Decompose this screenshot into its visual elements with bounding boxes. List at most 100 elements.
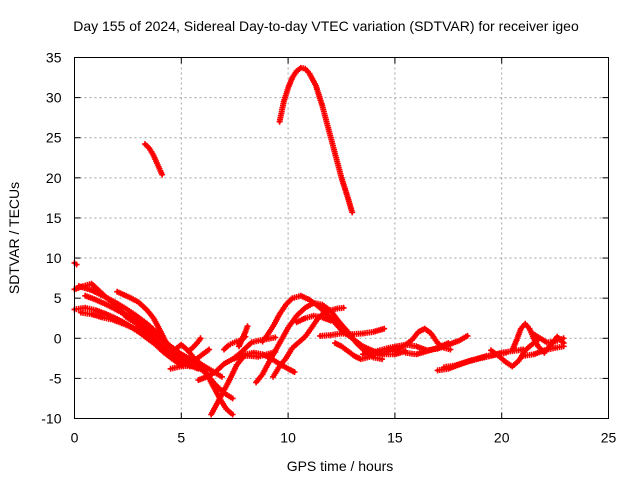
data-point bbox=[100, 315, 104, 319]
data-point bbox=[519, 327, 523, 331]
data-point bbox=[143, 331, 147, 336]
data-point bbox=[555, 335, 559, 339]
data-point bbox=[504, 351, 508, 355]
data-point bbox=[429, 331, 433, 336]
series-arc-22 bbox=[293, 312, 334, 326]
data-point bbox=[378, 348, 382, 352]
data-point bbox=[538, 336, 542, 340]
data-point bbox=[339, 331, 344, 336]
data-point bbox=[278, 364, 282, 368]
data-point bbox=[179, 360, 183, 364]
data-point bbox=[393, 352, 397, 356]
series-arc-27 bbox=[402, 340, 452, 358]
data-point bbox=[414, 344, 418, 348]
series-arc-11 bbox=[186, 335, 204, 354]
data-point bbox=[404, 351, 408, 355]
series-markers bbox=[142, 141, 166, 178]
series-arc-29 bbox=[441, 349, 509, 371]
series-arc-32 bbox=[520, 343, 567, 359]
data-point bbox=[295, 69, 299, 73]
data-point bbox=[151, 153, 156, 157]
data-point bbox=[213, 370, 218, 374]
data-point bbox=[295, 320, 299, 324]
data-point bbox=[365, 355, 369, 360]
data-point bbox=[179, 356, 183, 360]
series-markers bbox=[317, 325, 388, 339]
data-point bbox=[320, 315, 324, 319]
data-point bbox=[143, 142, 147, 146]
data-point bbox=[151, 316, 156, 320]
data-point bbox=[523, 322, 527, 326]
data-point bbox=[175, 346, 179, 350]
data-point bbox=[339, 344, 344, 348]
x-tick-label: 20 bbox=[494, 430, 510, 446]
data-point bbox=[90, 288, 94, 292]
data-point bbox=[115, 308, 119, 312]
data-point bbox=[102, 295, 106, 299]
data-point bbox=[83, 306, 87, 310]
data-point bbox=[284, 303, 288, 307]
data-point bbox=[562, 336, 566, 340]
data-point bbox=[231, 412, 235, 417]
data-point bbox=[352, 354, 356, 358]
data-point bbox=[423, 327, 427, 331]
y-axis-label: SDTVAR / TECUs bbox=[6, 182, 22, 294]
data-point bbox=[160, 173, 164, 177]
data-point bbox=[231, 396, 235, 400]
data-point bbox=[207, 347, 211, 352]
data-point bbox=[457, 339, 461, 343]
data-point bbox=[416, 330, 420, 334]
data-point bbox=[147, 146, 151, 150]
data-point bbox=[201, 352, 205, 356]
y-tick-label: 15 bbox=[46, 210, 62, 226]
data-point bbox=[303, 306, 307, 310]
data-point bbox=[530, 343, 534, 347]
data-point bbox=[318, 306, 322, 310]
data-point bbox=[198, 336, 203, 340]
data-point bbox=[425, 349, 429, 353]
data-point bbox=[532, 352, 536, 356]
data-point bbox=[295, 314, 299, 318]
data-point bbox=[196, 339, 200, 344]
y-tick-label: 10 bbox=[46, 250, 62, 266]
data-point bbox=[188, 364, 192, 368]
data-point bbox=[198, 362, 203, 366]
data-point bbox=[307, 71, 312, 76]
data-point bbox=[327, 128, 331, 132]
y-tick-label: -5 bbox=[49, 370, 62, 386]
data-point bbox=[147, 328, 151, 332]
y-tick-label: 25 bbox=[46, 130, 62, 146]
y-tick-label: 35 bbox=[46, 50, 62, 66]
data-point bbox=[286, 326, 290, 330]
data-point bbox=[312, 301, 316, 305]
data-point bbox=[312, 314, 316, 318]
data-point bbox=[510, 364, 514, 368]
data-point bbox=[237, 344, 241, 348]
data-point bbox=[329, 308, 333, 312]
data-point bbox=[77, 284, 81, 288]
data-point bbox=[354, 341, 359, 345]
data-point bbox=[243, 352, 247, 356]
series-arc-23 bbox=[317, 325, 388, 339]
x-tick-label: 0 bbox=[71, 430, 79, 446]
data-point bbox=[474, 357, 478, 361]
tick-labels: 0 5 10 15 20 25 -10 -5 0 5 10 15 20 25 30 35 bbox=[41, 50, 616, 446]
data-point bbox=[297, 340, 301, 344]
data-point bbox=[111, 318, 115, 322]
data-point bbox=[124, 307, 128, 311]
series-arc-21 bbox=[276, 64, 356, 216]
data-point bbox=[553, 346, 557, 350]
data-point bbox=[245, 324, 250, 328]
data-point bbox=[194, 357, 198, 361]
data-point bbox=[104, 312, 109, 316]
data-point bbox=[171, 352, 175, 356]
data-point bbox=[551, 340, 555, 344]
data-point bbox=[303, 335, 307, 339]
data-point bbox=[303, 316, 307, 320]
data-point bbox=[211, 384, 215, 388]
data-point bbox=[436, 341, 440, 345]
x-tick-label: 25 bbox=[601, 430, 617, 446]
data-point bbox=[329, 333, 333, 337]
data-point bbox=[254, 380, 258, 384]
data-point bbox=[515, 338, 519, 342]
